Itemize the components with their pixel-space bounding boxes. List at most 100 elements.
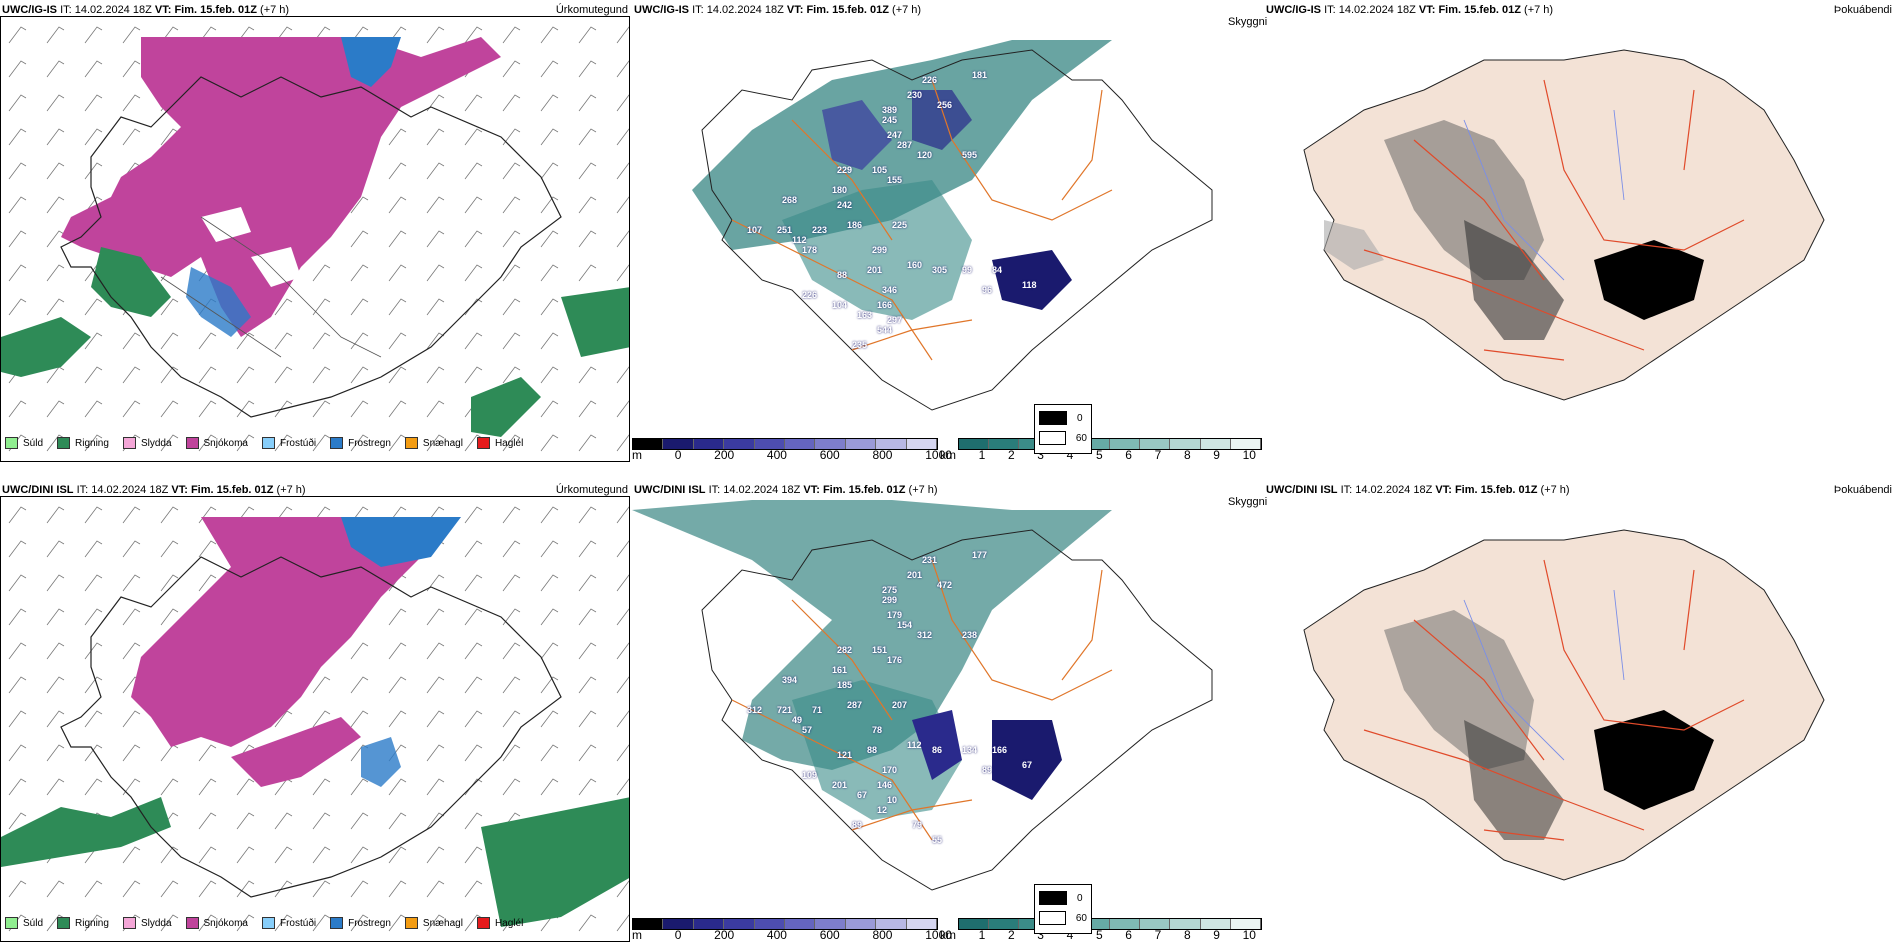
lead-time: (+7 h) xyxy=(1524,4,1554,16)
ceiling-value-label: 394 xyxy=(782,675,798,685)
legend-label: 60 xyxy=(1075,912,1087,924)
row-dini-isl: UWC/DINI ISL IT: 14.02.2024 18Z VT: Fim.… xyxy=(0,480,1900,950)
swatch xyxy=(330,437,344,449)
tick: 200 xyxy=(714,448,735,462)
vt-value: Fim. 15.feb. 01Z xyxy=(822,484,906,496)
tick: 5 xyxy=(1095,448,1103,462)
fog-panel: UWC/DINI ISL IT: 14.02.2024 18Z VT: Fim.… xyxy=(1034,480,1900,950)
ceiling-map xyxy=(632,500,1213,891)
ceiling-value-label: 472 xyxy=(937,580,953,590)
legend-item-rigning: Rigning xyxy=(57,437,109,449)
ceiling-value-label: 78 xyxy=(872,725,883,735)
fog-legend-item: 0 xyxy=(1039,891,1087,905)
legend-item-frostregn: Frostregn xyxy=(330,437,391,449)
legend-label: 60 xyxy=(1075,432,1087,444)
legend-label: Snæhagl xyxy=(422,437,463,449)
swatch xyxy=(122,917,136,929)
vt-value: Fim. 15.feb. 01Z xyxy=(1438,4,1521,16)
tick: 600 xyxy=(819,928,840,942)
ceiling-value-label: 238 xyxy=(962,630,978,640)
legend-label: Frostregn xyxy=(348,917,391,929)
ceiling-value-label: 154 xyxy=(897,620,913,630)
legend-item-haglel: Haglél xyxy=(476,437,523,449)
ceiling-value-label: 121 xyxy=(837,750,853,760)
ceiling-value-label: 67 xyxy=(857,790,868,800)
legend-label: Rigning xyxy=(75,917,109,929)
it-label: IT: xyxy=(76,484,89,496)
tick: 9 xyxy=(1213,928,1220,942)
ceiling-value-label: 299 xyxy=(882,595,898,605)
legend-label: 0 xyxy=(1077,892,1083,904)
lead-time: (+7 h) xyxy=(260,4,290,16)
swatch xyxy=(57,437,71,449)
panel-header: UWC/DINI ISL IT: 14.02.2024 18Z VT: Fim.… xyxy=(634,484,938,496)
legend-item-frostregn: Frostregn xyxy=(330,917,391,929)
ceiling-value-label: 96 xyxy=(982,285,993,295)
legend-label: Frostúði xyxy=(279,437,317,449)
tick: 0 xyxy=(674,928,682,942)
ceiling-value-label: 305 xyxy=(932,265,948,275)
model-label: UWC/IG-IS xyxy=(1266,4,1321,16)
panel-title: Úrkomutegund xyxy=(555,4,628,16)
legend-label: Slydda xyxy=(140,437,172,449)
ceiling-value-label: 105 xyxy=(872,165,888,175)
ceiling-value-label: 177 xyxy=(972,550,988,560)
ceiling-value-label: 170 xyxy=(882,765,898,775)
tick: 1000 xyxy=(925,928,952,942)
tick: 600 xyxy=(819,448,840,462)
ceiling-value-label: 245 xyxy=(882,115,898,125)
tick: 6 xyxy=(1125,448,1132,462)
fog-legend: 0 60 xyxy=(1034,884,1092,934)
tick: 3 xyxy=(1037,448,1044,462)
ceiling-value-label: 297 xyxy=(887,315,903,325)
ceiling-value-label: 287 xyxy=(847,700,863,710)
precip-type-panel: UWC/IG-IS IT: 14.02.2024 18Z VT: Fim. 15… xyxy=(0,0,632,470)
tick: 4 xyxy=(1066,928,1074,942)
fog-legend-item: 60 xyxy=(1039,431,1087,445)
legend-label: 0 xyxy=(1077,412,1083,424)
legend-item-snaehagl: Snæhagl xyxy=(404,917,463,929)
ceiling-panel: UWC/IG-IS IT: 14.02.2024 18Z VT: Fim. 15… xyxy=(632,0,1268,470)
ceiling-value-label: 231 xyxy=(922,555,938,565)
swatch xyxy=(404,437,418,449)
tick: 5 xyxy=(1095,928,1103,942)
swatch xyxy=(1039,911,1066,925)
ceiling-value-label: 166 xyxy=(992,745,1008,755)
panel-header: UWC/IG-IS IT: 14.02.2024 18Z VT: Fim. 15… xyxy=(1266,4,1553,16)
panel-header: UWC/DINI ISL IT: 14.02.2024 18Z VT: Fim.… xyxy=(2,484,306,496)
vt-label: VT: xyxy=(803,484,820,496)
ceiling-value-label: 67 xyxy=(1022,760,1033,770)
ceiling-value-label: 180 xyxy=(832,185,848,195)
unit-km: km xyxy=(940,928,956,942)
ceiling-value-label: 79 xyxy=(912,820,923,830)
ceiling-labels: 231 177 275 201 472 299 179 154 312 238 282 151 176 1… xyxy=(632,500,1264,920)
precip-legend: Súld Rigning Slydda Snjókoma Frostúði Fr… xyxy=(5,917,523,929)
ceiling-value-label: 134 xyxy=(962,745,978,755)
tick: 2 xyxy=(1007,928,1015,942)
legend-label: Snjókoma xyxy=(203,917,248,929)
model-label: UWC/IG-IS xyxy=(634,4,689,16)
ceiling-value-label: 86 xyxy=(932,745,943,755)
swatch xyxy=(185,437,199,449)
swatch xyxy=(57,917,71,929)
tick: 8 xyxy=(1183,448,1191,462)
panel-title: Skyggni xyxy=(1228,496,1268,508)
ceiling-value-label: 57 xyxy=(802,725,813,735)
panel-title: Úrkomutegund xyxy=(555,484,628,496)
ceiling-value-label: 282 xyxy=(837,645,853,655)
ceiling-value-label: 230 xyxy=(907,90,923,100)
tick: 3 xyxy=(1037,928,1044,942)
ceiling-value-label: 181 xyxy=(972,70,988,80)
tick: 1000 xyxy=(925,448,952,462)
panel-title: Skyggni xyxy=(1228,16,1268,28)
ceiling-value-label: 268 xyxy=(782,195,798,205)
legend-item-snjokoma: Snjókoma xyxy=(185,917,248,929)
ceiling-map xyxy=(692,40,1213,411)
swatch xyxy=(330,917,344,929)
ceiling-value-label: 88 xyxy=(837,270,848,280)
legend-label: Frostúði xyxy=(279,917,317,929)
fog-legend-item: 0 xyxy=(1039,411,1087,425)
ceiling-value-label: 155 xyxy=(887,175,903,185)
legend-item-rigning: Rigning xyxy=(57,917,109,929)
tick: 4 xyxy=(1066,448,1074,462)
